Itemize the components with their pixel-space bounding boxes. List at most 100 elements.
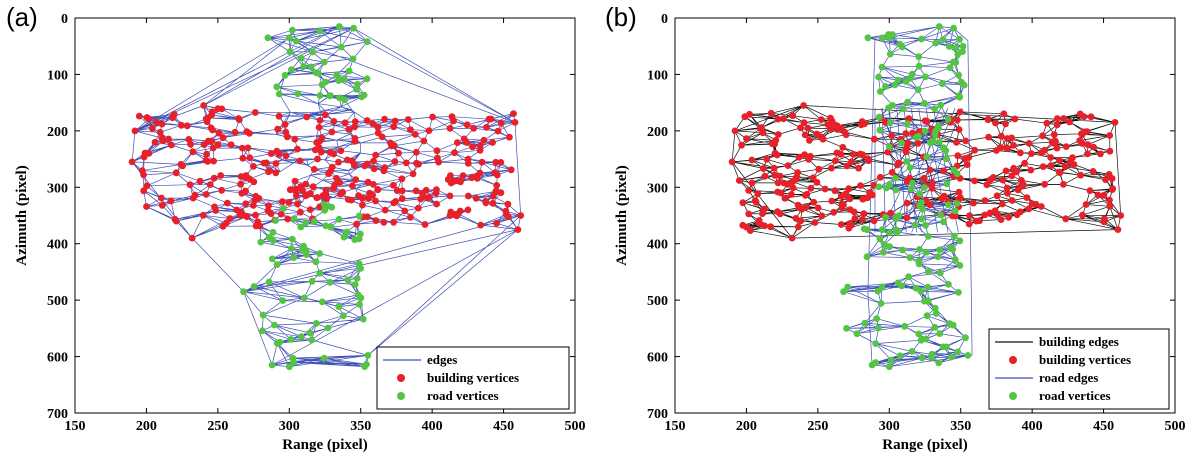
road-vertex	[937, 101, 944, 109]
building-vertex	[870, 135, 878, 143]
building-vertex	[352, 176, 360, 184]
building-vertex	[482, 197, 489, 205]
building-vertex	[887, 209, 894, 217]
building-vertex	[333, 174, 340, 182]
building-vertex	[243, 213, 251, 221]
building-vertex	[391, 158, 399, 165]
building-vertex	[801, 151, 808, 159]
building-vertex	[926, 201, 934, 209]
legend-label: building vertices	[427, 370, 519, 385]
road-vertex	[300, 63, 307, 70]
building-vertex	[489, 139, 496, 146]
building-vertex	[450, 178, 458, 185]
building-vertex	[246, 175, 254, 183]
y-tick-label: 400	[647, 238, 668, 253]
building-vertex	[999, 176, 1007, 184]
building-vertex	[1106, 196, 1113, 204]
building-vertex	[1084, 141, 1092, 149]
road-vertex	[358, 93, 365, 101]
road-vertex	[882, 213, 889, 221]
road-vertex	[945, 281, 952, 288]
building-vertex	[1100, 191, 1108, 199]
building-vertex	[954, 116, 961, 124]
road-vertex	[335, 215, 343, 223]
road-vertex	[917, 288, 925, 295]
building-vertex	[363, 213, 371, 221]
building-vertex	[284, 215, 292, 223]
building-vertex	[419, 193, 426, 201]
building-vertex	[920, 174, 928, 182]
building-vertex	[788, 191, 795, 198]
road-vertex	[312, 258, 320, 266]
road-vertex	[328, 203, 336, 211]
road-vertex	[931, 304, 939, 312]
building-vertex	[751, 197, 759, 205]
building-vertex	[497, 119, 505, 127]
building-vertex	[158, 194, 165, 202]
building-vertex	[494, 127, 502, 135]
building-vertex	[493, 171, 501, 179]
x-tick-label: 250	[807, 419, 828, 434]
building-vertex	[279, 198, 286, 206]
building-vertex	[425, 127, 433, 134]
road-vertex	[273, 261, 281, 268]
building-vertex	[296, 157, 304, 165]
building-vertex	[748, 179, 756, 187]
building-vertex	[303, 113, 311, 121]
building-vertex	[905, 115, 913, 122]
building-vertex	[365, 195, 372, 202]
building-vertex	[189, 194, 197, 202]
road-vertex	[911, 221, 919, 229]
y-tick-label: 300	[647, 181, 668, 196]
building-vertex	[235, 116, 243, 124]
road-vertex	[264, 34, 272, 42]
road-vertex	[276, 338, 284, 346]
road-vertex	[953, 200, 961, 208]
road-vertex	[868, 361, 876, 369]
building-vertex	[187, 140, 195, 148]
road-vertex	[956, 35, 963, 43]
road-vertex	[875, 113, 883, 121]
road-vertex	[923, 153, 931, 161]
building-vertex	[1106, 147, 1114, 155]
road-vertex	[936, 138, 943, 146]
building-vertex	[398, 175, 406, 183]
building-vertex	[821, 185, 829, 193]
building-vertex	[833, 149, 841, 157]
building-vertex	[330, 185, 338, 192]
road-vertices-series	[840, 23, 972, 371]
building-vertex	[876, 173, 884, 181]
building-vertex	[1102, 176, 1109, 184]
building-vertex	[1053, 115, 1061, 123]
road-vertex	[891, 81, 899, 89]
building-vertex	[459, 172, 467, 180]
road-vertex	[934, 253, 942, 261]
building-vertex	[1090, 143, 1097, 151]
building-vertex	[476, 142, 484, 150]
building-vertex	[923, 118, 931, 126]
road-vertex	[861, 319, 869, 327]
x-tick-label: 300	[279, 419, 300, 434]
road-vertex	[271, 321, 278, 329]
building-vertex	[804, 124, 812, 132]
y-tick-label: 600	[647, 351, 668, 366]
building-vertex	[1002, 167, 1010, 175]
building-vertex	[203, 150, 211, 158]
building-vertex	[884, 148, 892, 156]
building-vertex	[1011, 115, 1019, 123]
road-vertex	[875, 73, 882, 81]
y-tick-label: 100	[647, 68, 668, 83]
road-vertex	[935, 359, 943, 367]
building-vertex	[370, 157, 377, 165]
road-vertex	[860, 225, 868, 233]
building-vertex	[412, 187, 420, 195]
building-vertex	[957, 194, 964, 202]
building-vertex	[1053, 121, 1061, 129]
building-vertex	[827, 114, 834, 122]
building-vertex	[359, 201, 366, 209]
building-vertex	[446, 124, 454, 132]
building-vertex	[246, 130, 253, 137]
building-vertex	[739, 199, 747, 207]
building-vertex	[433, 147, 441, 155]
building-vertex	[955, 188, 963, 196]
